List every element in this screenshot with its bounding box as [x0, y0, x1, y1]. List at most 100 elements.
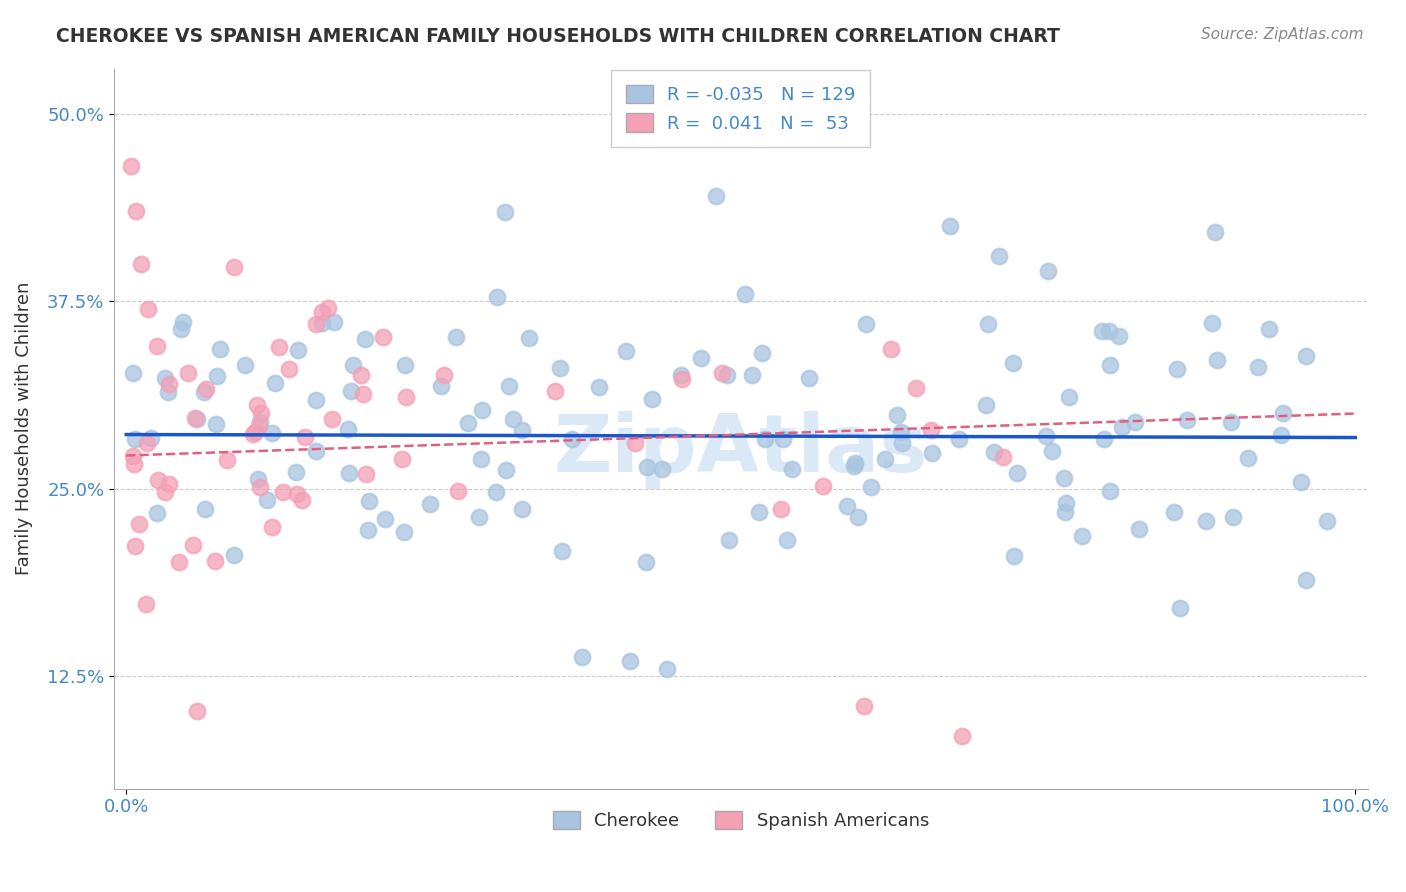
Point	[842, 459, 865, 474]
Point	[1128, 523, 1150, 537]
Point	[485, 485, 508, 500]
Point	[551, 544, 574, 558]
Point	[873, 452, 896, 467]
Point	[813, 479, 835, 493]
Point	[775, 533, 797, 547]
Point	[890, 425, 912, 440]
Point	[204, 554, 226, 568]
Point	[311, 316, 333, 330]
Point	[920, 423, 942, 437]
Point	[772, 432, 794, 446]
Point	[246, 472, 269, 486]
Point	[271, 485, 294, 500]
Point	[260, 520, 283, 534]
Point	[634, 555, 657, 569]
Point	[498, 379, 520, 393]
Point	[186, 411, 208, 425]
Point	[122, 458, 145, 472]
Point	[1168, 601, 1191, 615]
Point	[249, 415, 271, 429]
Point	[394, 359, 416, 373]
Point	[122, 366, 145, 380]
Point	[287, 343, 309, 358]
Point	[249, 480, 271, 494]
Point	[247, 419, 270, 434]
Point	[128, 517, 150, 532]
Point	[471, 402, 494, 417]
Point	[754, 432, 776, 446]
Point	[186, 704, 208, 718]
Point	[1036, 264, 1059, 278]
Point	[146, 473, 169, 487]
Point	[1163, 505, 1185, 519]
Point	[124, 540, 146, 554]
Point	[1205, 352, 1227, 367]
Point	[184, 410, 207, 425]
Point	[138, 301, 160, 316]
Point	[704, 189, 727, 203]
Point	[350, 368, 373, 383]
Y-axis label: Family Households with Children: Family Households with Children	[15, 282, 32, 575]
Point	[243, 425, 266, 439]
Point	[146, 339, 169, 353]
Point	[855, 317, 877, 331]
Point	[321, 412, 343, 426]
Point	[623, 435, 645, 450]
Point	[1091, 325, 1114, 339]
Point	[433, 368, 456, 382]
Point	[561, 432, 583, 446]
Point	[987, 249, 1010, 263]
Legend: Cherokee, Spanish Americans: Cherokee, Spanish Americans	[538, 796, 943, 845]
Point	[1219, 416, 1241, 430]
Point	[242, 426, 264, 441]
Point	[457, 417, 479, 431]
Point	[256, 493, 278, 508]
Point	[395, 390, 418, 404]
Point	[1270, 428, 1292, 442]
Point	[671, 368, 693, 383]
Point	[194, 382, 217, 396]
Point	[1222, 509, 1244, 524]
Point	[1295, 349, 1317, 363]
Point	[1111, 420, 1133, 434]
Point	[751, 346, 773, 360]
Point	[1237, 451, 1260, 466]
Point	[485, 290, 508, 304]
Point	[769, 501, 792, 516]
Point	[991, 450, 1014, 465]
Point	[689, 351, 711, 366]
Point	[447, 483, 470, 498]
Point	[157, 376, 180, 391]
Point	[311, 304, 333, 318]
Point	[1002, 356, 1025, 370]
Point	[1291, 475, 1313, 490]
Point	[1035, 429, 1057, 443]
Point	[1201, 316, 1223, 330]
Point	[1098, 358, 1121, 372]
Text: Source: ZipAtlas.com: Source: ZipAtlas.com	[1201, 27, 1364, 42]
Point	[419, 497, 441, 511]
Point	[146, 506, 169, 520]
Point	[157, 384, 180, 399]
Point	[1053, 471, 1076, 485]
Point	[977, 318, 1000, 332]
Text: ZipAtlas: ZipAtlas	[554, 411, 928, 489]
Point	[153, 370, 176, 384]
Point	[1070, 528, 1092, 542]
Point	[371, 330, 394, 344]
Point	[1040, 443, 1063, 458]
Point	[1204, 225, 1226, 239]
Point	[886, 408, 908, 422]
Point	[716, 368, 738, 382]
Point	[172, 315, 194, 329]
Point	[305, 392, 328, 407]
Point	[844, 457, 866, 471]
Point	[342, 358, 364, 372]
Point	[734, 286, 756, 301]
Point	[891, 435, 914, 450]
Point	[1166, 361, 1188, 376]
Point	[194, 502, 217, 516]
Point	[304, 317, 326, 331]
Point	[1295, 573, 1317, 587]
Point	[641, 392, 664, 407]
